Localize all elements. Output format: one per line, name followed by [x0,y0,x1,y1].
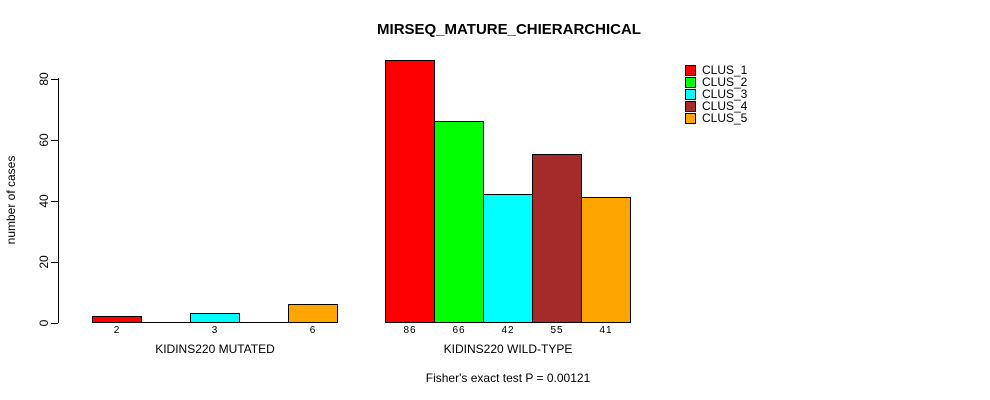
legend-item: CLUS_5 [685,112,747,124]
bar-value-label: 3 [211,325,219,336]
legend-swatch [685,76,696,88]
legend-swatch [685,88,696,100]
y-axis-tick-label: 80 [37,72,51,86]
y-axis-tick [51,201,58,202]
legend-item: CLUS_2 [685,76,747,88]
bar-zero-clus-2 [141,322,191,323]
legend-label: CLUS_2 [702,75,748,89]
bar-value-label: 41 [599,325,613,336]
bar-value-label: 2 [113,325,121,336]
chart-title: MIRSEQ_MATURE_CHIERARCHICAL [377,21,641,38]
legend-swatch [685,112,696,124]
legend-item: CLUS_3 [685,88,747,100]
legend-swatch [685,64,696,76]
y-axis-tick-label: 0 [37,319,51,327]
bar-clus-4 [532,154,582,323]
bar-clus-5 [288,304,338,323]
legend-item: CLUS_4 [685,100,747,112]
group-label: KIDINS220 WILD-TYPE [443,342,573,356]
bar-value-label: 86 [403,325,417,336]
bar-clus-3 [190,313,240,323]
legend-item: CLUS_1 [685,64,747,76]
annotation-text: Fisher's exact test P = 0.00121 [425,371,591,385]
y-axis-tick [51,262,58,263]
legend-label: CLUS_1 [702,63,748,77]
legend-swatch [685,100,696,112]
bar-clus-3 [483,194,533,323]
bar-zero-clus-4 [239,322,289,323]
bar-value-label: 66 [452,325,466,336]
y-axis-tick-label: 20 [37,255,51,269]
y-axis-tick [51,79,58,80]
bar-clus-2 [434,121,484,323]
legend: CLUS_1 CLUS_2 CLUS_3 CLUS_4 CLUS_5 [685,64,747,124]
y-axis-line [58,78,59,323]
y-axis-tick-label: 40 [37,194,51,208]
bar-value-label: 6 [309,325,317,336]
group-label: KIDINS220 MUTATED [155,342,275,356]
bar-value-label: 55 [550,325,564,336]
legend-label: CLUS_3 [702,87,748,101]
legend-label: CLUS_5 [702,111,748,125]
y-axis-tick-label: 60 [37,133,51,147]
y-axis-tick [51,323,58,324]
y-axis-title: number of cases [4,155,18,245]
bar-clus-5 [581,197,631,323]
bar-clus-1 [385,60,435,323]
y-axis-tick [51,140,58,141]
bar-clus-1 [92,316,142,323]
bar-value-label: 42 [501,325,515,336]
legend-label: CLUS_4 [702,99,748,113]
